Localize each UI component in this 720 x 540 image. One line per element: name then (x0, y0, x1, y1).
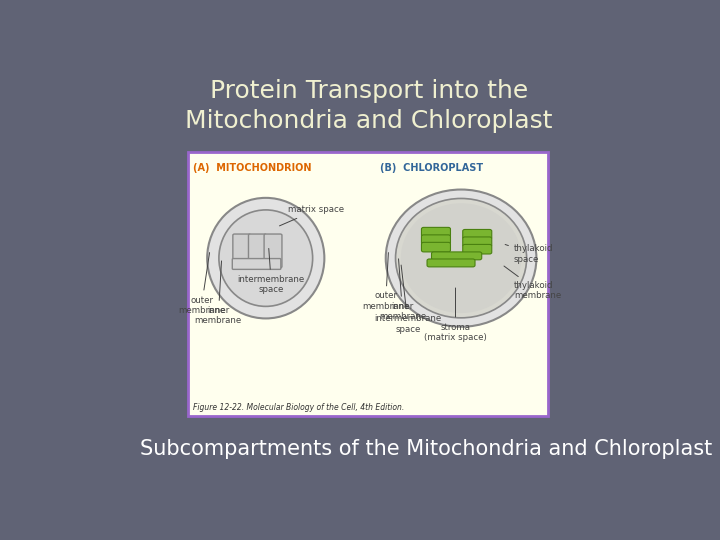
FancyBboxPatch shape (188, 152, 548, 416)
FancyBboxPatch shape (421, 242, 451, 252)
FancyBboxPatch shape (233, 259, 281, 269)
Text: inner
membrane: inner membrane (379, 259, 426, 321)
Text: thylakoid
membrane: thylakoid membrane (504, 266, 561, 300)
FancyBboxPatch shape (264, 234, 282, 268)
Text: (A)  MITOCHONDRION: (A) MITOCHONDRION (193, 163, 312, 172)
Text: (B)  CHLOROPLAST: (B) CHLOROPLAST (380, 163, 483, 172)
Text: thylakoid
space: thylakoid space (505, 244, 553, 264)
Text: Figure 12-22. Molecular Biology of the Cell, 4th Edition.: Figure 12-22. Molecular Biology of the C… (193, 403, 405, 412)
FancyBboxPatch shape (463, 245, 492, 254)
Text: outer
membrane: outer membrane (362, 253, 410, 311)
Text: Subcompartments of the Mitochondria and Chloroplast: Subcompartments of the Mitochondria and … (140, 440, 713, 460)
Text: inner
membrane: inner membrane (194, 261, 242, 326)
Ellipse shape (219, 210, 312, 306)
FancyBboxPatch shape (248, 234, 266, 268)
Ellipse shape (207, 198, 324, 319)
Text: stroma
(matrix space): stroma (matrix space) (424, 288, 487, 342)
FancyBboxPatch shape (421, 227, 451, 237)
Text: outer
membrane: outer membrane (178, 253, 225, 315)
FancyBboxPatch shape (463, 237, 492, 246)
FancyBboxPatch shape (233, 234, 251, 268)
Ellipse shape (395, 199, 526, 318)
FancyBboxPatch shape (431, 252, 482, 260)
FancyBboxPatch shape (463, 230, 492, 239)
Text: matrix space: matrix space (279, 206, 344, 226)
Ellipse shape (401, 203, 521, 313)
Text: intermembrane
space: intermembrane space (374, 265, 441, 334)
Text: intermembrane
space: intermembrane space (238, 248, 305, 294)
FancyBboxPatch shape (421, 235, 451, 245)
Text: Protein Transport into the
Mitochondria and Chloroplast: Protein Transport into the Mitochondria … (185, 79, 553, 133)
Ellipse shape (386, 190, 536, 327)
FancyBboxPatch shape (427, 259, 475, 267)
